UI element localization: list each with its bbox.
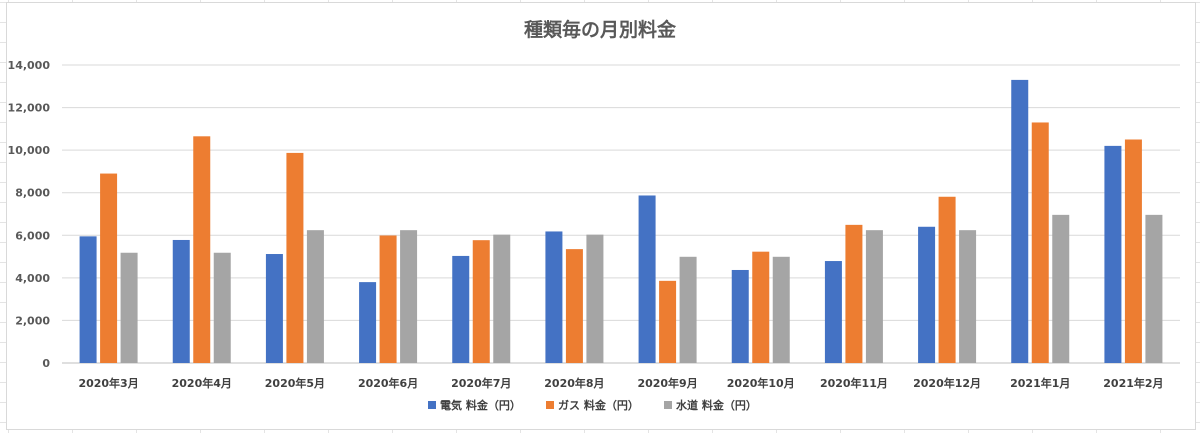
bar [172,239,190,363]
bar [565,249,583,363]
x-tick-label: 2021年1月 [1010,376,1070,390]
y-tick-label: 4,000 [15,272,50,285]
y-tick-label: 14,000 [8,59,51,72]
x-tick-label: 2020年6月 [358,376,418,390]
x-tick-label: 2020年5月 [265,376,325,390]
y-tick-label: 10,000 [8,144,51,157]
bar [400,230,418,363]
x-axis: 2020年3月 2020年4月 2020年5月 2020年6月 2020年7月 2020年… [78,376,1163,390]
bar [586,234,604,363]
y-axis: 0 2,000 4,000 6,000 8,000 10,000 12,000 14,000 [8,59,51,370]
bars [79,79,1163,364]
bar [193,136,211,363]
x-tick-label: 2020年9月 [637,376,697,390]
bar [959,230,977,363]
bar [938,196,956,363]
bar [865,230,883,363]
x-tick-label: 2020年12月 [913,376,981,390]
bar [1104,145,1122,363]
bar [493,234,511,363]
bar [1011,79,1029,364]
bar [918,226,936,363]
bar [452,255,470,363]
x-tick-label: 2020年8月 [544,376,604,390]
bar [213,252,231,363]
legend-label: ガス 料金（円） [558,398,639,412]
bar [845,224,863,363]
bar [359,282,377,363]
bar [679,256,697,363]
bar [379,235,397,363]
y-tick-label: 0 [42,357,50,370]
bar [752,251,770,363]
bar [100,173,118,363]
x-tick-label: 2021年2月 [1103,376,1163,390]
legend-swatch [546,401,554,409]
gridlines [62,64,1180,364]
bar [306,230,324,363]
x-tick-label: 2020年10月 [727,376,795,390]
bar [638,195,656,363]
bar [545,231,563,363]
legend-label: 水道 料金（円） [676,398,757,412]
bar [1052,214,1070,363]
bar [286,152,304,363]
bar [1124,139,1142,363]
y-tick-label: 2,000 [15,314,50,327]
x-tick-label: 2020年4月 [172,376,232,390]
bar [120,252,138,363]
bar [265,254,283,363]
bar [79,236,97,363]
bar [472,240,490,363]
bar [659,280,677,363]
x-tick-label: 2020年7月 [451,376,511,390]
bar [731,269,749,363]
legend: 電気 料金（円） ガス 料金（円） 水道 料金（円） [428,398,757,412]
legend-swatch [428,401,436,409]
chart-title: 種類毎の月別料金 [524,18,677,41]
bar [772,256,790,363]
y-tick-label: 12,000 [8,102,51,115]
bar [1145,214,1163,363]
x-tick-label: 2020年11月 [820,376,888,390]
y-tick-label: 8,000 [15,187,50,200]
x-tick-label: 2020年3月 [78,376,138,390]
legend-swatch [664,401,672,409]
bar [1031,122,1049,363]
y-tick-label: 6,000 [15,229,50,242]
legend-label: 電気 料金（円） [440,398,521,412]
bar [824,261,842,363]
